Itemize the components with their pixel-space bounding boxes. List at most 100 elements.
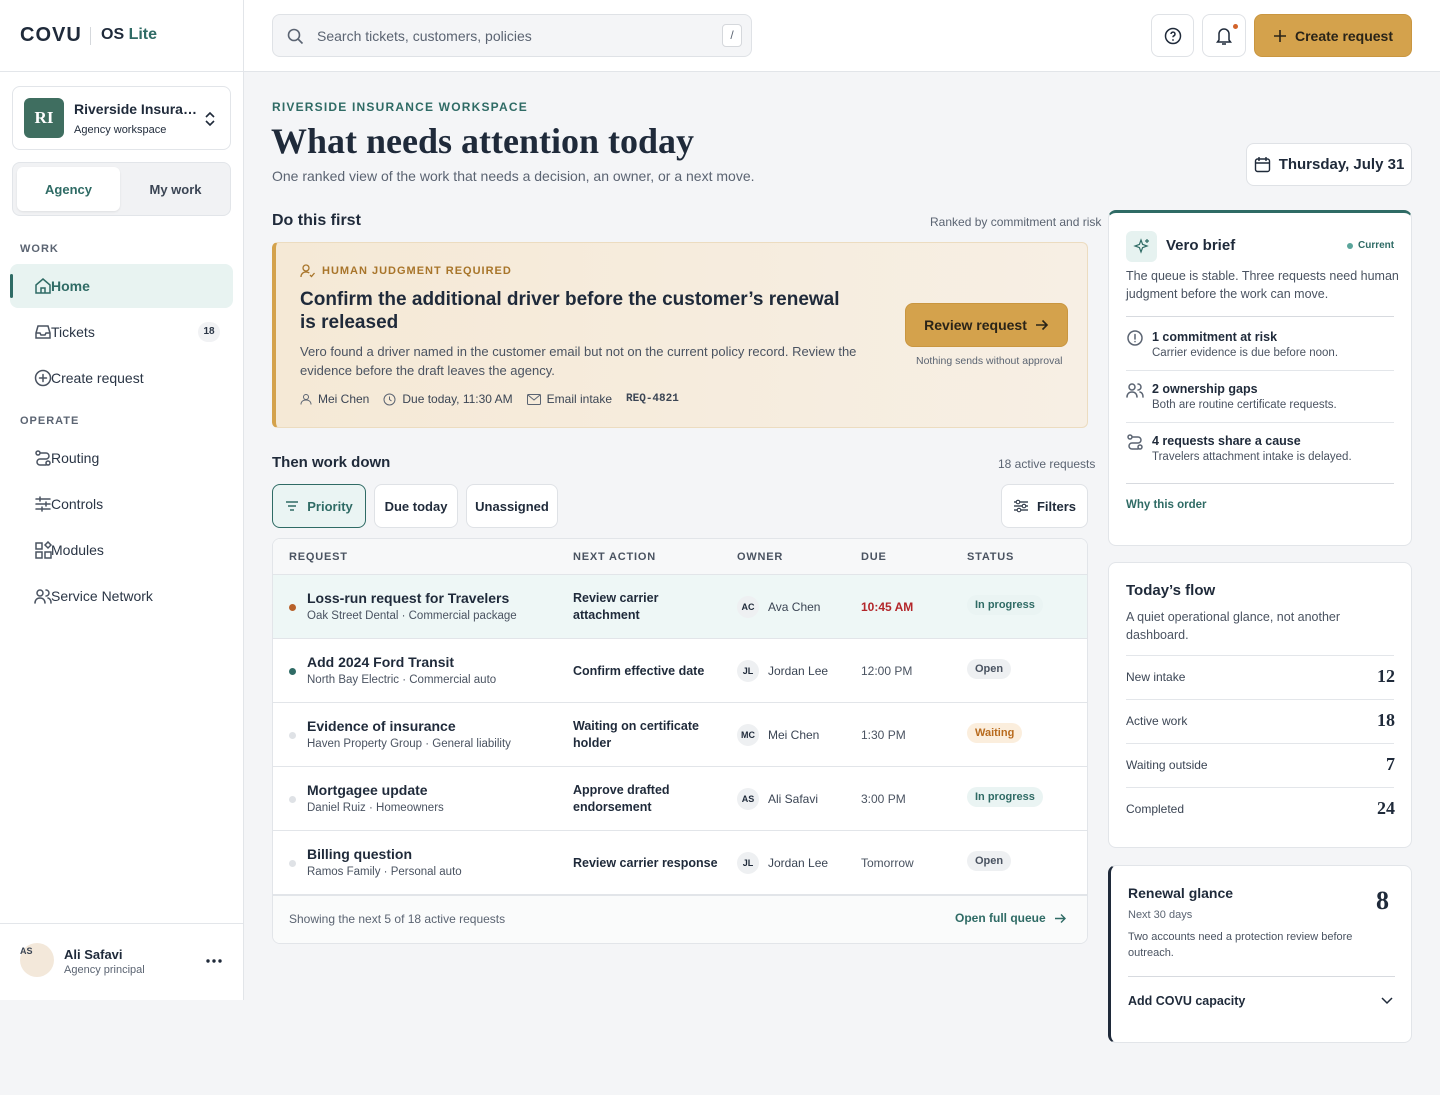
request-sub: Oak Street Dental · Commercial package <box>307 610 517 622</box>
status-pill: In progress <box>967 787 1043 807</box>
nav-label: Create request <box>51 370 144 386</box>
icon <box>22 495 51 513</box>
table-row[interactable]: Evidence of insurance Haven Property Grou… <box>273 703 1087 767</box>
icon <box>1126 433 1144 451</box>
request-title: Add 2024 Ford Transit <box>307 654 455 670</box>
open-queue-link[interactable]: Open full queue <box>955 911 1067 925</box>
request-title: Mortgagee update <box>307 782 428 798</box>
nav-item[interactable]: Create request <box>10 356 233 400</box>
nav-item[interactable]: Controls <box>10 482 233 526</box>
flow-value: 24 <box>1377 798 1395 818</box>
column-header: NEXT ACTION <box>573 551 656 563</box>
flow-label: New intake <box>1126 670 1186 684</box>
state-label: Current <box>1358 240 1395 251</box>
next-action: Review carrier attachment <box>573 591 659 622</box>
arrow-icon <box>1035 319 1048 331</box>
chip[interactable]: Unassigned <box>466 484 558 528</box>
table-footer <box>273 895 1087 943</box>
source: Email intake <box>546 392 613 406</box>
owner-avatar: JL <box>737 852 759 874</box>
notifications-button[interactable] <box>1202 14 1246 57</box>
review-button[interactable]: Review request <box>905 303 1068 347</box>
approval-note: Nothing sends without approval <box>916 355 1063 367</box>
sort-icon <box>286 501 299 511</box>
owner: Mei Chen <box>318 392 370 406</box>
due: 12:00 PM <box>861 664 913 678</box>
nav-item[interactable]: Home <box>10 264 233 308</box>
table-row[interactable]: Loss-run request for Travelers Oak Street… <box>273 575 1087 639</box>
workspace-switcher[interactable]: RI Riverside Insura… Agency workspace <box>12 86 231 150</box>
table-row[interactable]: Billing question Ramos Family · Personal … <box>273 831 1087 895</box>
page-subtitle: One ranked view of the work that needs a… <box>272 168 755 184</box>
filters-button[interactable]: Filters <box>1001 484 1088 528</box>
divider <box>1126 787 1394 788</box>
priority-dot <box>289 668 296 675</box>
product-name: OS <box>101 26 125 43</box>
tab[interactable]: My work <box>149 181 202 197</box>
nav-item[interactable]: Routing <box>10 436 233 480</box>
button-label: Review request <box>924 317 1027 333</box>
due: 1:30 PM <box>861 728 906 742</box>
section-heading: Then work down <box>272 454 391 471</box>
brief-item-detail: Both are routine certificate requests. <box>1152 399 1337 411</box>
owner-name: Jordan Lee <box>768 856 829 870</box>
logo[interactable]: COVU <box>20 24 82 46</box>
search-box[interactable]: Search tickets, customers, policies / <box>272 14 752 57</box>
renewal-title: Renewal glance <box>1128 885 1234 901</box>
brief-state: Current <box>1347 240 1394 251</box>
chip[interactable]: Priority <box>272 484 366 528</box>
column-header: REQUEST <box>289 551 348 563</box>
eyebrow: RIVERSIDE INSURANCE WORKSPACE <box>272 100 528 114</box>
button-label: Create request <box>1294 27 1394 44</box>
date-button[interactable]: Thursday, July 31 <box>1246 143 1412 186</box>
flow-value: 12 <box>1377 666 1395 686</box>
request-sub: North Bay Electric · Commercial auto <box>307 674 497 686</box>
nav-label: Tickets <box>51 324 95 340</box>
table-row[interactable]: Mortgagee update Daniel Ruiz · Homeowners… <box>273 767 1087 831</box>
next-action: Confirm effective date <box>573 663 705 678</box>
flow-label: Completed <box>1126 802 1185 816</box>
request-sub: Ramos Family · Personal auto <box>307 866 462 878</box>
request-title: Evidence of insurance <box>307 718 456 734</box>
owner-name: Ava Chen <box>768 600 821 614</box>
icon <box>1126 329 1144 347</box>
shortcut-key: / <box>722 24 742 47</box>
capacity-toggle[interactable]: Add COVU capacity <box>1128 994 1246 1008</box>
product-suffix: Lite <box>128 26 158 43</box>
next-action: Approve drafted endorsement <box>573 783 670 814</box>
why-link[interactable]: Why this order <box>1126 499 1207 511</box>
nav-item[interactable]: Modules <box>10 528 233 572</box>
priority-dot <box>289 860 296 867</box>
chevron-icon <box>205 111 215 127</box>
nav-badge: 18 <box>198 322 220 342</box>
nav-item[interactable]: Tickets 18 <box>10 310 233 354</box>
owner-avatar: AS <box>737 788 759 810</box>
divider <box>1126 422 1394 423</box>
renewal-window: Next 30 days <box>1128 909 1193 921</box>
search-icon <box>287 28 304 45</box>
renewal-count: 8 <box>1376 886 1389 915</box>
sparkle-icon <box>1126 231 1157 262</box>
brief-item-detail: Travelers attachment intake is delayed. <box>1152 451 1352 463</box>
chevron-icon[interactable] <box>1381 997 1393 1005</box>
help-button[interactable] <box>1151 14 1194 57</box>
more-icon[interactable] <box>206 958 222 964</box>
brief-item-title: 1 commitment at risk <box>1152 330 1278 344</box>
user-name: Ali Safavi <box>64 947 123 962</box>
chip[interactable]: Due today <box>374 484 458 528</box>
brief-item-detail: Carrier evidence is due before noon. <box>1152 347 1339 359</box>
date: Thursday, July 31 <box>1278 156 1405 173</box>
create-request-button[interactable]: Create request <box>1254 14 1412 57</box>
queue-table: Showing the next 5 of 18 active requests… <box>272 538 1088 944</box>
brief-item-title: 2 ownership gaps <box>1152 382 1258 396</box>
table-row[interactable]: Add 2024 Ford Transit North Bay Electric … <box>273 639 1087 703</box>
tab[interactable]: Agency <box>17 167 120 211</box>
calendar-icon <box>1254 157 1270 173</box>
brief-title: Vero brief <box>1166 237 1236 254</box>
owner-avatar: AC <box>737 596 759 618</box>
renewal-card: Renewal glance 8 Next 30 days Two accoun… <box>1108 865 1412 1043</box>
filters-icon <box>1013 499 1028 513</box>
flow-card: Today’s flow A quiet operational glance,… <box>1108 562 1412 848</box>
divider <box>1126 699 1394 700</box>
nav-item[interactable]: Service Network <box>10 574 233 618</box>
